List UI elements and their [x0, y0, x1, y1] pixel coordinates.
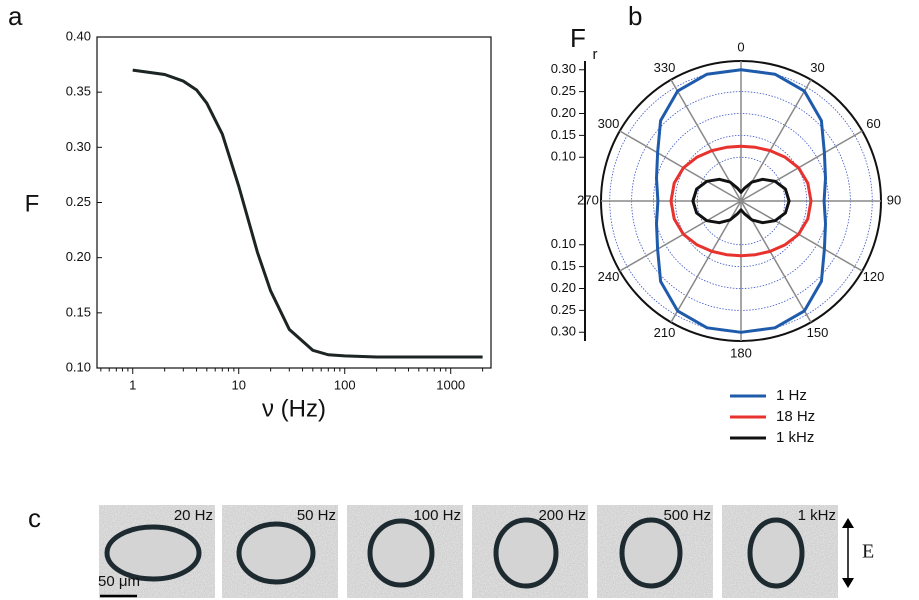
r-tick-label: 0.30: [551, 324, 576, 339]
angle-label: 330: [654, 60, 676, 75]
frame-label: 20 Hz: [174, 507, 213, 524]
polar-series: [655, 68, 827, 334]
y-tick-label: 0.20: [66, 249, 91, 264]
angular-grid: [619, 200, 742, 272]
frame-label: 50 Hz: [297, 507, 336, 524]
legend-label: 1 kHz: [776, 429, 814, 446]
micrograph: 200 Hz: [472, 505, 588, 598]
vesicle: [104, 524, 202, 582]
angle-label: 240: [598, 269, 620, 284]
micrograph: 1 kHz: [722, 505, 838, 598]
polar-series: [669, 144, 813, 258]
legend-label: 1 Hz: [776, 387, 807, 404]
field-label: E: [862, 541, 874, 563]
r-axis-title: F: [570, 23, 586, 53]
angle-label: 30: [810, 60, 824, 75]
r-axis-title-sub: r: [593, 46, 598, 63]
x-tick-label: 10: [231, 377, 245, 392]
vesicle: [747, 517, 805, 589]
scale-bar-label: 50 μm: [98, 573, 140, 590]
micrograph: 100 Hz: [347, 505, 463, 598]
plot-frame: [96, 36, 492, 369]
angle-label: 270: [577, 192, 599, 207]
r-tick-label: 0.25: [551, 302, 576, 317]
angle-label: 90: [887, 192, 901, 207]
angular-grid: [619, 130, 742, 202]
micrograph: 500 Hz: [597, 505, 713, 598]
y-axis-title: F: [25, 190, 40, 217]
r-tick-label: 0.20: [551, 105, 576, 120]
y-tick-label: 0.40: [66, 28, 91, 43]
frame-label: 500 Hz: [663, 507, 711, 524]
r-tick-label: 0.15: [551, 127, 576, 142]
r-tick-label: 0.20: [551, 280, 576, 295]
r-tick-label: 0.25: [551, 83, 576, 98]
angle-label: 210: [654, 325, 676, 340]
angle-label: 180: [730, 345, 752, 360]
x-axis-title: ν (Hz): [262, 395, 326, 422]
x-tick-label: 1000: [436, 377, 465, 392]
y-tick-label: 0.15: [66, 304, 91, 319]
y-tick-label: 0.10: [66, 359, 91, 374]
panel-label: a: [8, 1, 23, 31]
vesicle: [367, 518, 435, 588]
micrograph: 20 Hz: [99, 505, 215, 598]
angle-label: 300: [598, 116, 620, 131]
data-line: [132, 68, 483, 359]
legend-label: 18 Hz: [776, 408, 815, 425]
x-tick-label: 1: [129, 377, 136, 392]
x-tick-label: 100: [334, 377, 356, 392]
y-tick-label: 0.35: [66, 84, 91, 99]
y-tick-label: 0.30: [66, 139, 91, 154]
frame-label: 200 Hz: [538, 507, 586, 524]
y-tick-label: 0.25: [66, 194, 91, 209]
angle-label: 0: [737, 39, 744, 54]
angular-grid: [740, 130, 863, 202]
vesicle: [493, 517, 559, 589]
angular-grid: [740, 200, 863, 272]
r-tick-label: 0.10: [551, 149, 576, 164]
panel-label: b: [628, 1, 642, 31]
angle-label: 150: [807, 325, 829, 340]
vesicle: [236, 521, 316, 585]
r-tick-label: 0.10: [551, 236, 576, 251]
frame-label: 100 Hz: [413, 507, 461, 524]
frame-label: 1 kHz: [798, 507, 836, 524]
r-tick-label: 0.15: [551, 258, 576, 273]
panel-label: c: [28, 503, 41, 533]
angle-label: 60: [866, 116, 880, 131]
micrograph: 50 Hz: [222, 505, 338, 598]
polar-series: [691, 177, 791, 225]
angle-label: 120: [863, 269, 885, 284]
r-tick-label: 0.30: [551, 61, 576, 76]
vesicle: [619, 517, 683, 589]
